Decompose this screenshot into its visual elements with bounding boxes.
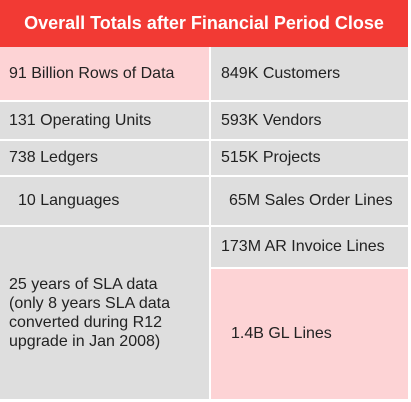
table-title: Overall Totals after Financial Period Cl… bbox=[0, 0, 408, 47]
cell-operating-units: 131 Operating Units bbox=[0, 102, 211, 141]
cell-sla-data: 25 years of SLA data (only 8 years SLA d… bbox=[0, 227, 211, 399]
cell-sales-order-lines: 65M Sales Order Lines bbox=[211, 177, 408, 227]
cell-ledgers: 738 Ledgers bbox=[0, 141, 211, 177]
cell-projects: 515K Projects bbox=[211, 141, 408, 177]
cell-customers: 849K Customers bbox=[211, 47, 408, 102]
cell-languages: 10 Languages bbox=[0, 177, 211, 227]
cell-gl-lines: 1.4B GL Lines bbox=[211, 269, 408, 399]
cell-vendors: 593K Vendors bbox=[211, 102, 408, 141]
cell-rows-of-data: 91 Billion Rows of Data bbox=[0, 47, 211, 102]
cell-ar-invoice-lines: 173M AR Invoice Lines bbox=[211, 227, 408, 269]
